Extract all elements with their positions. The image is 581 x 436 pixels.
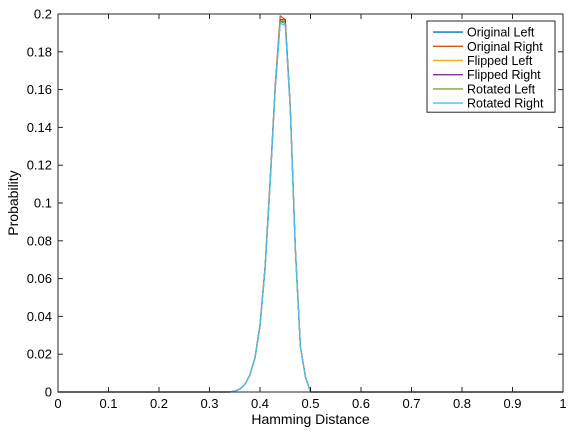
x-tick-label: 1 xyxy=(559,396,566,411)
x-tick-label: 0.4 xyxy=(251,396,269,411)
legend-label: Flipped Right xyxy=(467,68,541,82)
legend-box xyxy=(426,20,556,113)
y-tick-label: 0.16 xyxy=(27,82,52,97)
y-tick-label: 0.1 xyxy=(34,196,52,211)
x-tick-label: 0 xyxy=(54,396,61,411)
legend-label: Original Left xyxy=(467,26,535,40)
y-tick-label: 0 xyxy=(45,385,52,400)
tick-layer: 0 0.1 0.2 0.3 0.4 0.5 0.6 0.7 0.8 0.9 1 0 0.02 0.04 0.… xyxy=(27,7,567,412)
x-tick-label: 0.5 xyxy=(301,396,319,411)
y-tick-label: 0.18 xyxy=(27,44,52,59)
y-tick-label: 0.2 xyxy=(34,7,52,22)
x-tick-label: 0.6 xyxy=(352,396,370,411)
y-tick-label: 0.08 xyxy=(27,233,52,248)
legend-label: Original Right xyxy=(467,40,543,54)
x-tick-label: 0.1 xyxy=(99,396,117,411)
y-axis-label: Probability xyxy=(5,170,21,235)
legend-label: Flipped Left xyxy=(467,54,533,68)
x-tick-label: 0.2 xyxy=(150,396,168,411)
y-tick-label: 0.14 xyxy=(27,120,52,135)
y-tick-label: 0.04 xyxy=(27,309,52,324)
y-tick-label: 0.06 xyxy=(27,271,52,286)
x-axis-label: Hamming Distance xyxy=(251,411,369,427)
y-tick-label: 0.12 xyxy=(27,158,52,173)
x-tick-label: 0.8 xyxy=(453,396,471,411)
x-tick-label: 0.3 xyxy=(200,396,218,411)
legend-label: Rotated Left xyxy=(467,82,536,96)
y-tick-label: 0.02 xyxy=(27,347,52,362)
legend-label: Rotated Right xyxy=(467,97,544,111)
x-tick-label: 0.7 xyxy=(402,396,420,411)
x-tick-label: 0.9 xyxy=(503,396,521,411)
